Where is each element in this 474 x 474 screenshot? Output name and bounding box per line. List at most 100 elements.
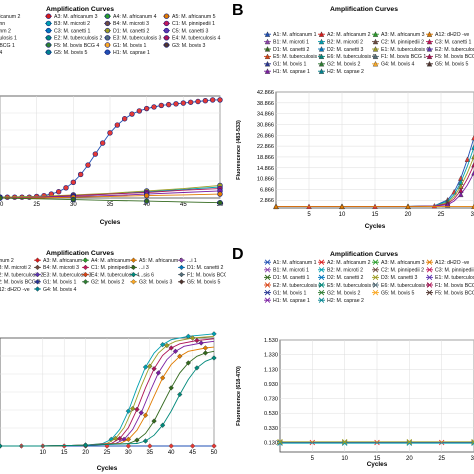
data-point bbox=[134, 406, 140, 413]
legend-entry: G3: M. bovis 3 bbox=[139, 280, 173, 286]
y-tick-label: 18.866 bbox=[257, 155, 274, 161]
data-point bbox=[180, 100, 187, 106]
data-point bbox=[168, 345, 174, 351]
x-tick-label: 30 bbox=[70, 202, 77, 208]
y-tick-label: 1.530 bbox=[264, 338, 278, 344]
data-point bbox=[129, 111, 135, 117]
legend-entry: H2: M. caprae 2 bbox=[327, 69, 364, 75]
legend-entry: F5: M. bovis BCG 5 bbox=[435, 54, 474, 60]
data-point bbox=[168, 385, 174, 391]
legend-entry: ...i 3 bbox=[139, 265, 149, 271]
legend-entry: G1: M. bovis 1 bbox=[43, 280, 77, 286]
data-point bbox=[143, 198, 150, 204]
legend-entry: E4: M. tuberculosis 4 bbox=[172, 36, 221, 42]
legend-marker bbox=[104, 35, 111, 41]
legend-entry: A1: M. africanum 1 bbox=[273, 260, 317, 266]
y-tick-label: 0.530 bbox=[264, 411, 278, 417]
legend-entry: F1: M. bovis BCG 1 bbox=[435, 283, 474, 289]
legend-marker bbox=[163, 20, 170, 27]
legend-marker bbox=[318, 46, 325, 52]
legend-marker bbox=[163, 13, 170, 19]
data-point bbox=[309, 439, 316, 446]
legend-marker bbox=[426, 53, 433, 59]
legend-marker bbox=[426, 267, 433, 273]
legend-marker bbox=[318, 60, 325, 67]
legend-marker bbox=[178, 271, 185, 278]
data-point bbox=[458, 191, 464, 198]
data-point bbox=[85, 162, 91, 168]
legend-entry: B3: M. microti 2 bbox=[0, 265, 31, 271]
data-point bbox=[211, 443, 217, 449]
y-tick-label: 22.866 bbox=[257, 144, 274, 150]
legend-marker bbox=[426, 46, 433, 52]
x-tick-label: 20 bbox=[82, 450, 89, 456]
data-point bbox=[143, 105, 150, 112]
legend-marker bbox=[104, 49, 111, 55]
legend-marker bbox=[34, 271, 41, 278]
legend-entry: E2: M. tuberculosis 2 bbox=[273, 283, 322, 289]
legend-entry: B2: M. microti 2 bbox=[327, 268, 363, 274]
legend-marker bbox=[426, 282, 433, 288]
y-tick-label: 0.130 bbox=[264, 440, 278, 446]
x-tick-label: 10 bbox=[39, 450, 46, 456]
y-tick-label: 2.866 bbox=[260, 198, 274, 204]
legend-marker bbox=[426, 60, 433, 67]
legend-entry: A5: M. africanum 5 bbox=[139, 258, 183, 264]
data-point bbox=[177, 391, 183, 398]
data-point bbox=[172, 348, 179, 354]
panel-label-b: B bbox=[232, 2, 244, 19]
data-point bbox=[82, 442, 89, 448]
amplification-chart-c: Amplification Curves ...num 2 A3: M. afric… bbox=[0, 250, 226, 472]
y-tick-label: 10.866 bbox=[257, 177, 274, 183]
legend-marker bbox=[104, 27, 111, 34]
legend-marker bbox=[104, 13, 111, 19]
legend-entry: A12: dH2O -ve bbox=[435, 32, 469, 38]
legend-entry: A5: M. africanum 5 bbox=[172, 14, 216, 20]
x-axis-label: Cycles bbox=[97, 465, 118, 472]
legend-entry: B1: M. microti 1 bbox=[273, 268, 309, 274]
legend-entry: D1: M. canetti 2 bbox=[273, 47, 309, 53]
legend-entry: ...i 1 bbox=[187, 258, 197, 264]
x-tick-label: 30 bbox=[471, 456, 474, 462]
y-tick-label: 6.866 bbox=[260, 187, 274, 193]
series-line bbox=[0, 193, 221, 199]
legend-entry: H1: M. caprae 1 bbox=[113, 50, 150, 56]
data-point bbox=[121, 116, 128, 122]
data-point bbox=[406, 439, 413, 445]
data-point bbox=[129, 405, 136, 412]
legend-marker bbox=[45, 49, 52, 55]
legend-entry: G1: M. bovis 1 bbox=[113, 43, 147, 49]
data-point bbox=[142, 412, 149, 418]
data-point bbox=[187, 99, 194, 105]
legend-entry: D1: M. canetti 1 bbox=[273, 275, 309, 281]
legend-entry: A3: M. africanum 3 bbox=[54, 14, 98, 20]
legend-marker bbox=[372, 289, 379, 296]
legend-marker bbox=[372, 38, 379, 45]
legend-entry: G1: M. bovis 1 bbox=[273, 62, 307, 68]
data-point bbox=[107, 130, 113, 136]
data-point bbox=[471, 161, 474, 168]
legend-entry: B4: M. microti 3 bbox=[43, 265, 79, 271]
legend-marker bbox=[82, 257, 89, 263]
legend-marker bbox=[264, 38, 271, 45]
data-point bbox=[142, 364, 149, 370]
data-point bbox=[63, 185, 69, 191]
y-tick-label: 42.866 bbox=[257, 90, 274, 96]
legend-entry: E5: M. tuberculosis 5 bbox=[327, 283, 376, 289]
legend-entry: G2: M. bovis 2 bbox=[327, 290, 361, 296]
x-tick-label: 15 bbox=[372, 212, 379, 218]
legend-entry: C2: M. pinnipedii 2 bbox=[381, 39, 424, 45]
legend-marker bbox=[45, 42, 52, 48]
data-point bbox=[211, 331, 217, 337]
data-point bbox=[125, 436, 132, 443]
data-point bbox=[209, 97, 216, 103]
legend-marker bbox=[264, 267, 271, 273]
legend-marker bbox=[34, 279, 41, 285]
data-point bbox=[77, 171, 84, 178]
x-axis-label: Cycles bbox=[365, 223, 386, 230]
chart-title: Amplification Curves bbox=[46, 6, 114, 13]
y-tick-label: 34.866 bbox=[257, 112, 274, 118]
legend-marker bbox=[264, 46, 271, 52]
legend-marker bbox=[372, 282, 379, 288]
legend-entry: A3: M. africanum 3 bbox=[381, 32, 425, 38]
